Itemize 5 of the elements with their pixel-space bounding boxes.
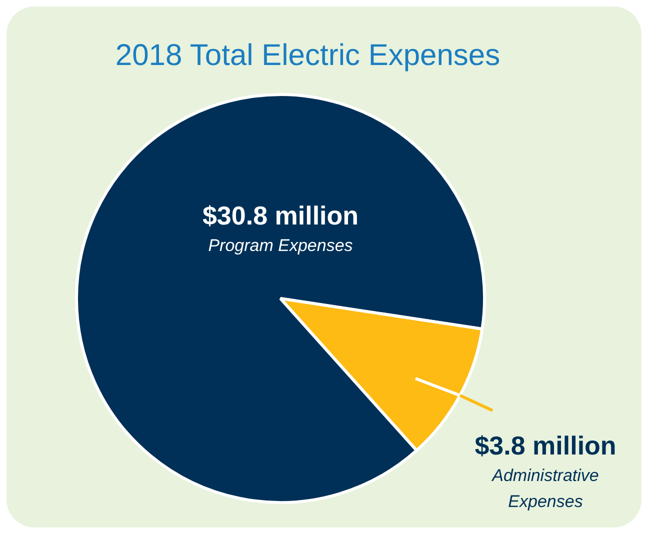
- data-label: $30.8 million: [202, 200, 359, 230]
- slice-label: Administrative Expenses: [491, 466, 599, 511]
- chart-title: 2018 Total Electric Expenses: [115, 39, 500, 72]
- slice-label: Program Expenses: [208, 236, 354, 255]
- data-label: $3.8 million: [474, 430, 616, 460]
